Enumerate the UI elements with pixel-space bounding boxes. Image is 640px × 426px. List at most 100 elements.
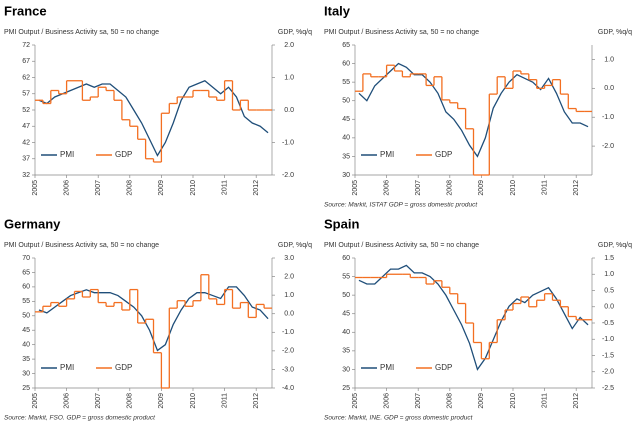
x-tick-label: 2007 [415, 393, 422, 409]
x-tick-label: 2011 [541, 180, 548, 195]
y-tick-label: 47 [22, 123, 30, 130]
x-tick-label: 2008 [447, 180, 454, 196]
y-tick-label: 60 [22, 284, 30, 291]
y-tick-label: 50 [342, 292, 350, 299]
y-tick-label: 42 [22, 139, 30, 146]
x-tick-label: 2009 [158, 180, 165, 196]
x-tick-label: 2011 [541, 393, 548, 408]
x-tick-label: 2006 [63, 180, 70, 196]
y-tick-label: 35 [342, 348, 350, 355]
y-tick-label: 70 [22, 255, 30, 262]
y-tick-label: 57 [22, 91, 30, 98]
y-tick-label: 72 [22, 42, 30, 49]
y-tick-label: 55 [342, 273, 350, 280]
legend-label: PMI [60, 150, 74, 159]
y2-tick-label: 0.0 [284, 311, 294, 318]
panel: France PMI Output / Business Activity sa,… [4, 3, 312, 195]
pmi-line [38, 80, 269, 157]
y2-tick-label: -1.0 [282, 329, 294, 336]
y-tick-label: 35 [342, 153, 350, 160]
legend-label: GDP [115, 150, 132, 159]
y2-tick-label: 0.0 [604, 304, 614, 311]
subtitle: PMI Output / Business Activity sa, 50 = … [4, 29, 159, 36]
y2-tick-label: -4.0 [282, 385, 294, 392]
x-tick-label: 2012 [253, 393, 260, 409]
x-tick-label: 2009 [478, 393, 485, 409]
y-tick-label: 52 [22, 107, 30, 114]
x-tick-label: 2012 [573, 180, 580, 196]
y2-axis-label: GDP, %q/q [278, 29, 312, 36]
y-tick-label: 55 [342, 79, 350, 86]
y2-tick-label: 1.5 [604, 255, 614, 262]
y-tick-label: 65 [342, 42, 350, 49]
source-note: Source: Markit, ISTAT GDP = gross domest… [324, 202, 478, 209]
x-tick-label: 2010 [510, 180, 517, 196]
y-tick-label: 62 [22, 74, 30, 81]
panel: Italy PMI Output / Business Activity sa, … [324, 3, 632, 208]
chart-title: Italy [324, 3, 351, 18]
source-note: Source: Markit, FSO. GDP = gross domesti… [4, 415, 156, 422]
y2-tick-label: -2.0 [602, 143, 614, 150]
legend-label: GDP [115, 363, 132, 372]
x-tick-label: 2005 [32, 393, 39, 409]
y-tick-label: 40 [342, 135, 350, 142]
y-tick-label: 45 [342, 116, 350, 123]
x-tick-label: 2009 [478, 180, 485, 196]
x-tick-label: 2007 [95, 393, 102, 409]
legend-label: GDP [435, 150, 452, 159]
x-tick-label: 2007 [95, 180, 102, 196]
x-tick-label: 2006 [63, 393, 70, 409]
y2-tick-label: -1.0 [602, 114, 614, 121]
legend-label: PMI [380, 150, 394, 159]
y2-tick-label: 1.0 [604, 271, 614, 278]
x-tick-label: 2010 [190, 180, 197, 196]
y-tick-label: 45 [22, 327, 30, 334]
y2-tick-label: 0.0 [284, 107, 294, 114]
y-tick-label: 50 [22, 313, 30, 320]
x-tick-label: 2010 [510, 393, 517, 409]
y2-tick-label: 0.5 [604, 287, 614, 294]
x-tick-label: 2011 [221, 180, 228, 195]
chart-title: France [4, 3, 47, 18]
y-tick-label: 25 [22, 385, 30, 392]
subtitle: PMI Output / Business Activity sa, 50 = … [324, 29, 479, 36]
y2-tick-label: -1.5 [602, 352, 614, 359]
y2-tick-label: -2.0 [282, 348, 294, 355]
y2-axis-label: GDP, %q/q [598, 242, 632, 249]
x-tick-label: 2008 [127, 393, 134, 409]
y2-tick-label: -2.0 [602, 369, 614, 376]
x-tick-label: 2005 [32, 180, 39, 196]
y-tick-label: 60 [342, 255, 350, 262]
y2-axis-label: GDP, %q/q [598, 29, 632, 36]
x-tick-label: 2012 [573, 393, 580, 409]
y2-tick-label: -2.0 [282, 172, 294, 179]
x-tick-label: 2006 [383, 393, 390, 409]
y2-axis-label: GDP, %q/q [278, 242, 312, 249]
y-tick-label: 37 [22, 156, 30, 163]
x-tick-label: 2005 [352, 180, 359, 196]
x-tick-label: 2010 [190, 393, 197, 409]
x-tick-label: 2007 [415, 180, 422, 196]
y2-tick-label: 2.0 [284, 42, 294, 49]
y-tick-label: 65 [22, 269, 30, 276]
y2-tick-label: 0.0 [604, 85, 614, 92]
chart-title: Spain [324, 216, 359, 231]
x-tick-label: 2006 [383, 180, 390, 196]
y2-tick-label: 1.0 [284, 74, 294, 81]
panel: Germany PMI Output / Business Activity sa… [4, 216, 312, 421]
legend-label: GDP [435, 363, 452, 372]
panel: Spain PMI Output / Business Activity sa, … [324, 216, 632, 421]
y-tick-label: 40 [22, 342, 30, 349]
x-tick-label: 2012 [253, 180, 260, 196]
y-tick-label: 55 [22, 298, 30, 305]
x-tick-label: 2011 [221, 393, 228, 408]
y-tick-label: 60 [342, 60, 350, 67]
x-tick-label: 2005 [352, 393, 359, 409]
x-tick-label: 2008 [127, 180, 134, 196]
legend-label: PMI [60, 363, 74, 372]
subtitle: PMI Output / Business Activity sa, 50 = … [324, 242, 479, 249]
x-tick-label: 2008 [447, 393, 454, 409]
y-tick-label: 30 [342, 366, 350, 373]
pmi-line [358, 264, 589, 371]
